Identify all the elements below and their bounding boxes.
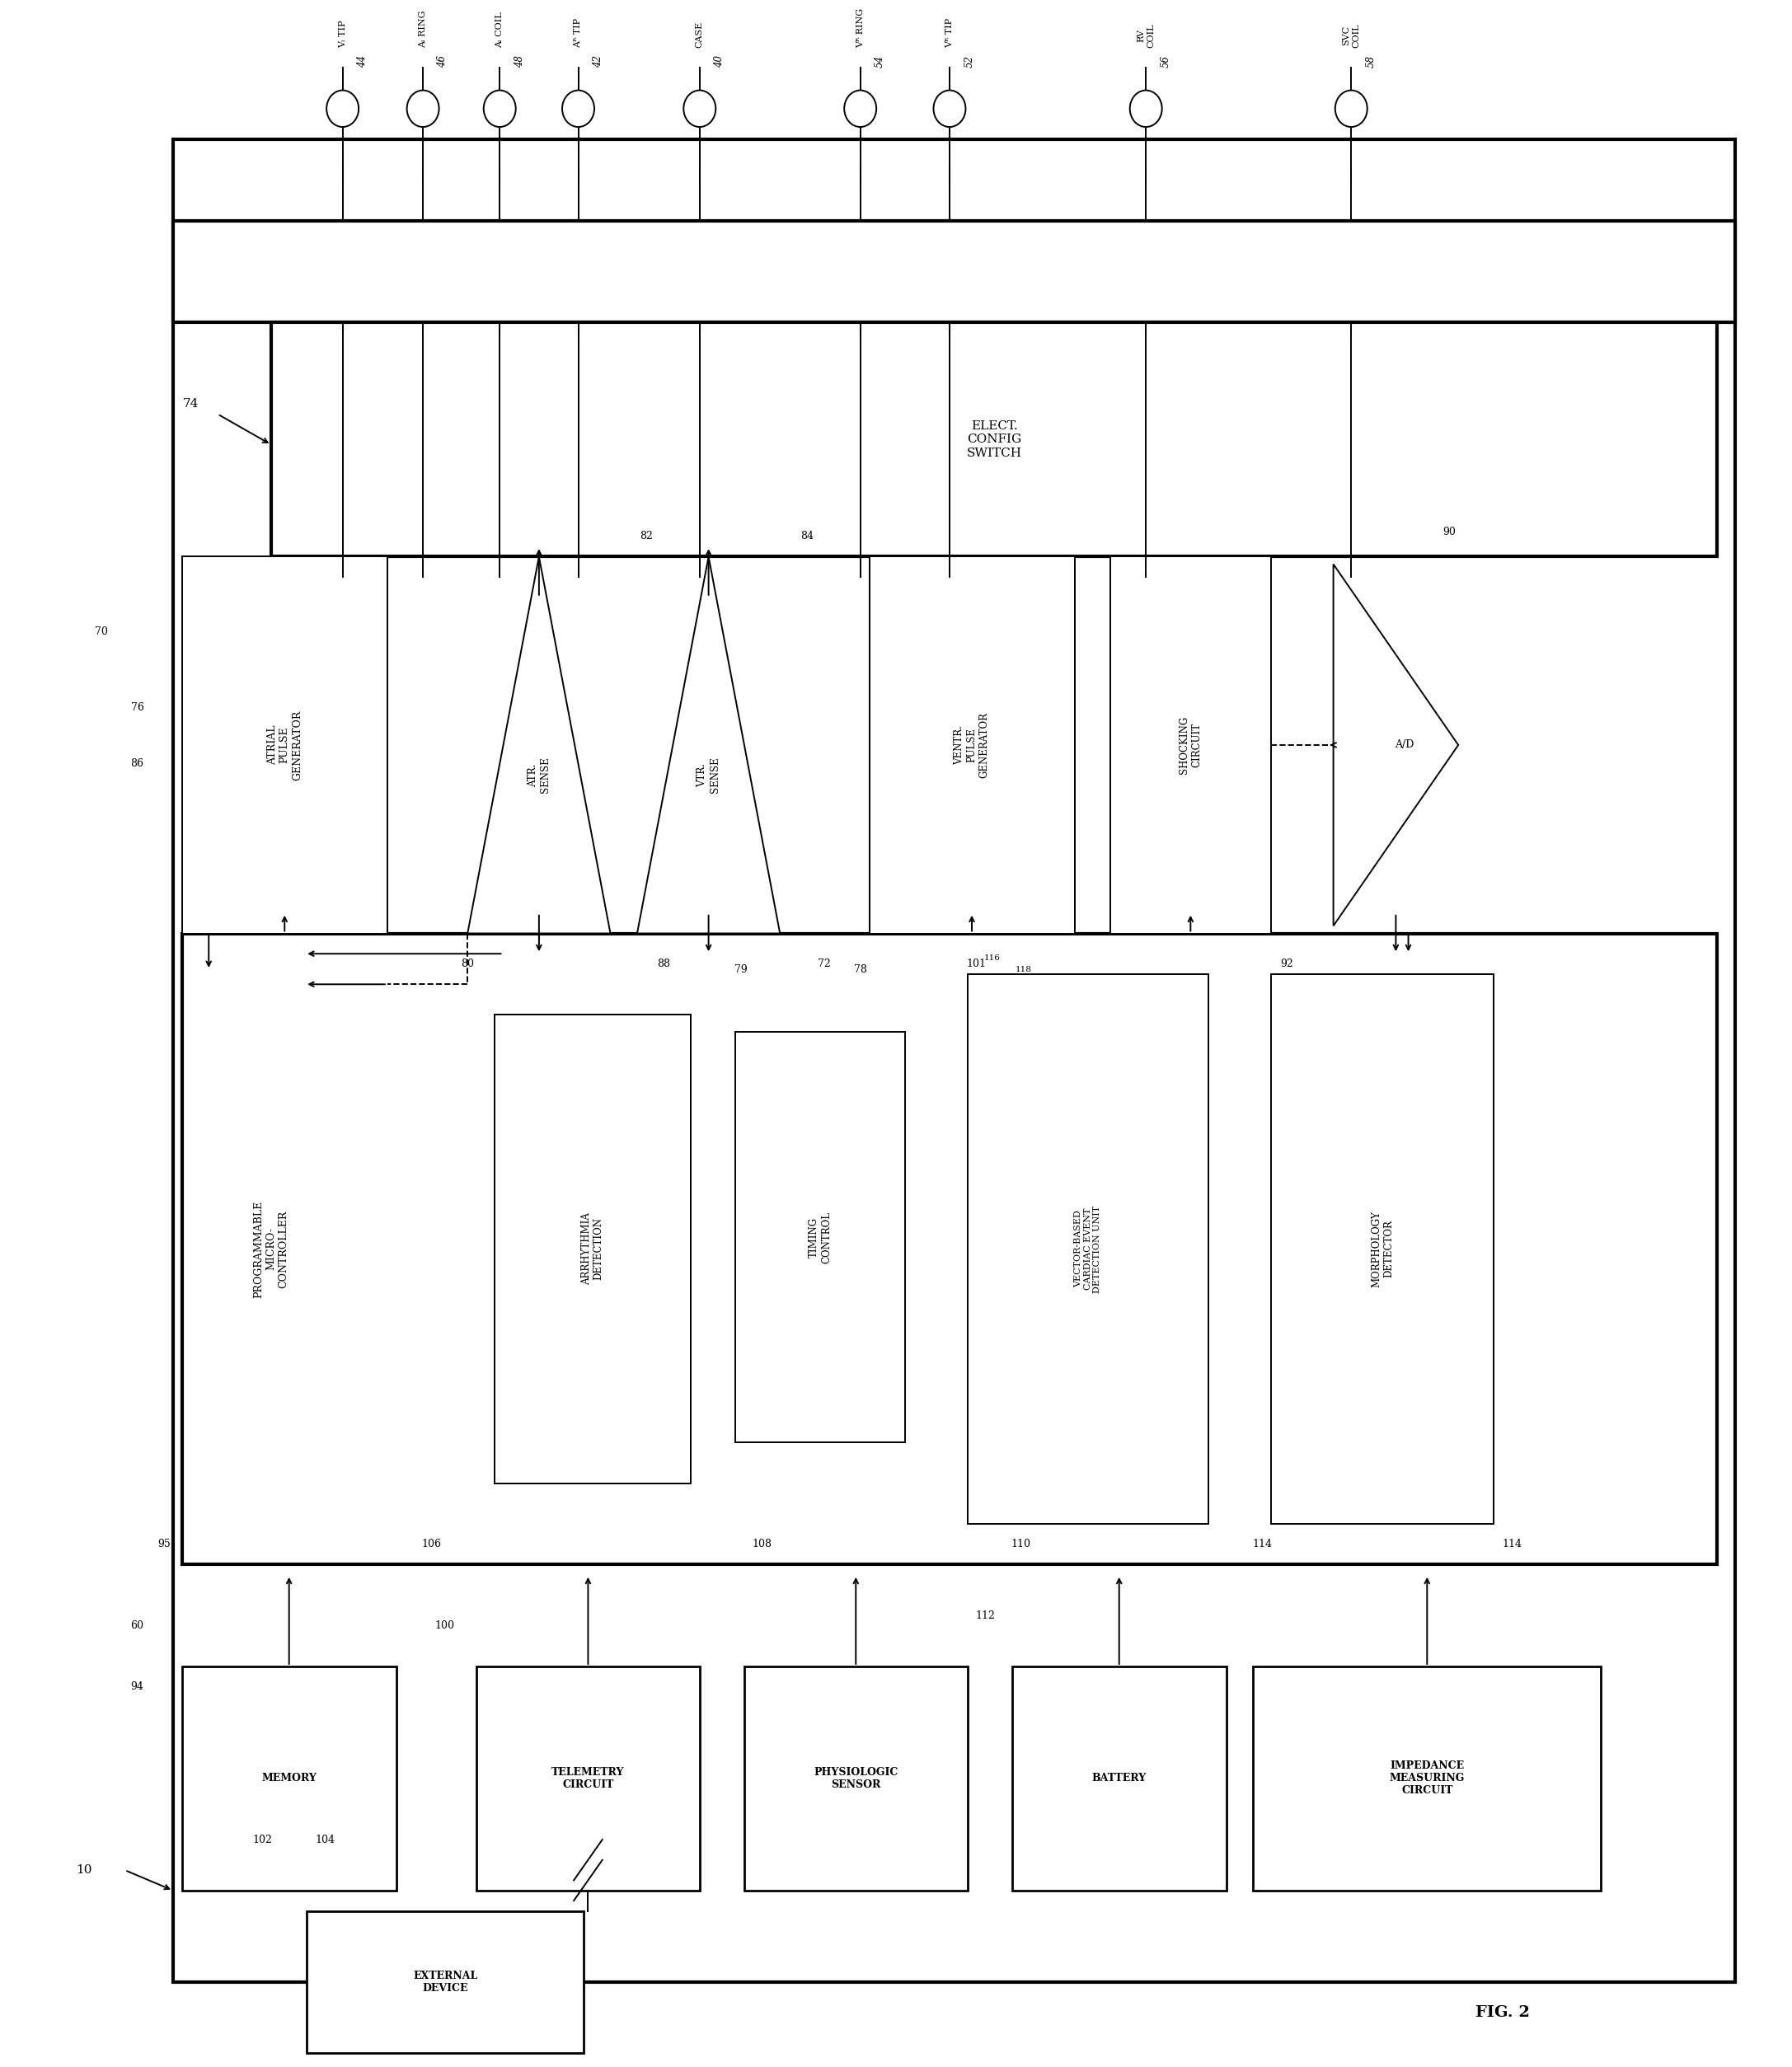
Bar bbox=[477, 1666, 699, 1891]
Text: 88: 88 bbox=[658, 959, 670, 969]
Text: 82: 82 bbox=[640, 531, 652, 542]
Circle shape bbox=[484, 91, 516, 126]
Text: 100: 100 bbox=[434, 1621, 453, 1631]
Text: 52: 52 bbox=[964, 56, 975, 68]
Text: CASE: CASE bbox=[695, 21, 704, 48]
Text: 80: 80 bbox=[461, 959, 475, 969]
Text: 114: 114 bbox=[1502, 1540, 1521, 1550]
Text: 78: 78 bbox=[853, 965, 867, 976]
Text: 106: 106 bbox=[421, 1540, 443, 1550]
Text: PHYSIOLOGIC
SENSOR: PHYSIOLOGIC SENSOR bbox=[814, 1767, 898, 1790]
Text: EXTERNAL
DEVICE: EXTERNAL DEVICE bbox=[412, 1970, 477, 1995]
Circle shape bbox=[326, 91, 358, 126]
Text: A/D: A/D bbox=[1396, 740, 1414, 750]
Text: Vᴿ RING: Vᴿ RING bbox=[857, 8, 864, 48]
Bar bbox=[1012, 1666, 1226, 1891]
Text: 110: 110 bbox=[1011, 1540, 1030, 1550]
Text: 72: 72 bbox=[819, 959, 831, 969]
Text: 92: 92 bbox=[1281, 959, 1294, 969]
Circle shape bbox=[844, 91, 876, 126]
Text: 56: 56 bbox=[1159, 56, 1170, 68]
Text: ATR.
SENSE: ATR. SENSE bbox=[527, 757, 550, 794]
Bar bbox=[1111, 556, 1271, 934]
Text: IMPEDANCE
MEASURING
CIRCUIT: IMPEDANCE MEASURING CIRCUIT bbox=[1389, 1761, 1464, 1796]
Text: 95: 95 bbox=[158, 1540, 170, 1550]
Circle shape bbox=[1335, 91, 1367, 126]
Text: 42: 42 bbox=[593, 56, 604, 68]
Text: 116: 116 bbox=[984, 955, 1000, 961]
Text: Aₗ COIL: Aₗ COIL bbox=[496, 12, 504, 48]
Text: 70: 70 bbox=[95, 626, 108, 637]
Circle shape bbox=[683, 91, 715, 126]
Text: 40: 40 bbox=[713, 56, 724, 68]
Text: 76: 76 bbox=[131, 703, 143, 713]
Text: Vₗ TIP: Vₗ TIP bbox=[339, 21, 346, 48]
Text: 54: 54 bbox=[874, 56, 885, 68]
Text: 104: 104 bbox=[315, 1833, 335, 1846]
Bar bbox=[869, 556, 1075, 934]
Text: 101: 101 bbox=[966, 959, 986, 969]
Bar bbox=[271, 322, 1717, 556]
Text: RV
COIL: RV COIL bbox=[1136, 23, 1154, 48]
Text: FIG. 2: FIG. 2 bbox=[1477, 2005, 1530, 2019]
Text: 84: 84 bbox=[801, 531, 814, 542]
Text: 94: 94 bbox=[131, 1680, 143, 1693]
Text: ATRIAL
PULSE
GENERATOR: ATRIAL PULSE GENERATOR bbox=[267, 709, 303, 779]
Text: TIMING
CONTROL: TIMING CONTROL bbox=[808, 1211, 831, 1263]
Bar bbox=[1253, 1666, 1600, 1891]
Text: 74: 74 bbox=[183, 399, 199, 409]
Polygon shape bbox=[638, 556, 780, 934]
Text: SVC
COIL: SVC COIL bbox=[1342, 23, 1360, 48]
Bar bbox=[1271, 974, 1495, 1523]
Text: 46: 46 bbox=[437, 56, 448, 68]
Bar bbox=[306, 1910, 584, 2053]
Text: MORPHOLOGY
DETECTOR: MORPHOLOGY DETECTOR bbox=[1371, 1211, 1394, 1288]
Text: BATTERY: BATTERY bbox=[1091, 1773, 1147, 1784]
Text: MEMORY: MEMORY bbox=[262, 1773, 317, 1784]
Text: 118: 118 bbox=[1014, 965, 1032, 974]
Text: 108: 108 bbox=[753, 1540, 772, 1550]
Text: ARRHYTHMIA
DETECTION: ARRHYTHMIA DETECTION bbox=[581, 1213, 604, 1286]
Polygon shape bbox=[468, 556, 611, 934]
Text: PROGRAMMABLE
MICRO-
CONTROLLER: PROGRAMMABLE MICRO- CONTROLLER bbox=[253, 1201, 289, 1298]
Text: TELEMETRY
CIRCUIT: TELEMETRY CIRCUIT bbox=[552, 1767, 625, 1790]
Text: 90: 90 bbox=[1443, 527, 1455, 537]
Text: 60: 60 bbox=[131, 1621, 143, 1631]
Text: Vᴿ TIP: Vᴿ TIP bbox=[946, 19, 953, 48]
Text: VENTR.
PULSE
GENERATOR: VENTR. PULSE GENERATOR bbox=[953, 711, 989, 777]
Text: VTR.
SENSE: VTR. SENSE bbox=[697, 757, 720, 794]
Text: 48: 48 bbox=[514, 56, 525, 68]
Text: 79: 79 bbox=[735, 965, 747, 976]
Polygon shape bbox=[1333, 564, 1459, 926]
Bar bbox=[174, 221, 1735, 322]
Text: Aᴿ TIP: Aᴿ TIP bbox=[573, 19, 582, 48]
Text: Aₗ RING: Aₗ RING bbox=[419, 10, 426, 48]
Bar bbox=[183, 1666, 396, 1891]
Text: 112: 112 bbox=[975, 1610, 995, 1621]
Text: 44: 44 bbox=[357, 56, 367, 68]
Text: SHOCKING
CIRCUIT: SHOCKING CIRCUIT bbox=[1179, 715, 1202, 773]
Text: ELECT.
CONFIG
SWITCH: ELECT. CONFIG SWITCH bbox=[966, 420, 1021, 459]
Bar bbox=[183, 934, 1717, 1565]
Text: 114: 114 bbox=[1253, 1540, 1272, 1550]
Bar bbox=[735, 1031, 905, 1443]
Bar bbox=[183, 556, 387, 934]
Bar bbox=[968, 974, 1208, 1523]
Text: 58: 58 bbox=[1366, 56, 1376, 68]
Circle shape bbox=[934, 91, 966, 126]
Circle shape bbox=[407, 91, 439, 126]
Circle shape bbox=[1129, 91, 1161, 126]
Bar bbox=[495, 1015, 690, 1484]
Bar bbox=[174, 138, 1735, 1982]
Circle shape bbox=[563, 91, 595, 126]
Text: 10: 10 bbox=[75, 1864, 91, 1877]
Text: 102: 102 bbox=[253, 1833, 272, 1846]
Text: VECTOR-BASED
CARDIAC EVENT
DETECTION UNIT: VECTOR-BASED CARDIAC EVENT DETECTION UNI… bbox=[1073, 1205, 1102, 1292]
Bar bbox=[744, 1666, 968, 1891]
Text: 86: 86 bbox=[131, 759, 143, 769]
